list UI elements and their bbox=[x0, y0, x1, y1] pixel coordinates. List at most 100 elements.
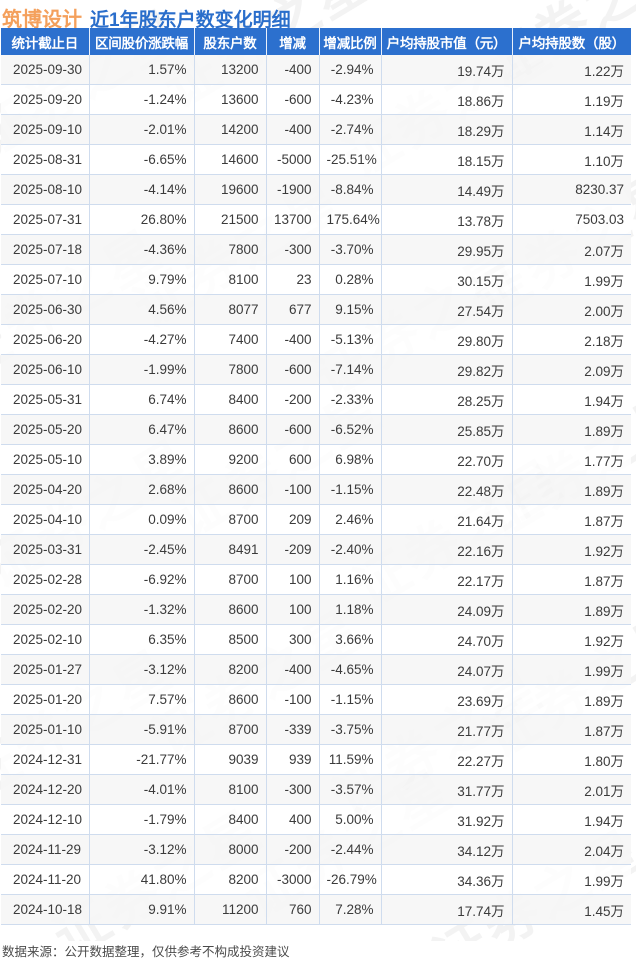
table-row: 2025-02-28 -6.92% 8700 100 1.16% 22.17万 1.87万 bbox=[1, 564, 631, 595]
table-row: 2025-06-10 -1.99% 7800 -600 -7.14% 29.82万 2.09… bbox=[1, 354, 631, 385]
table-header-row: 统计截止日 区间股价涨跌幅 股东户数 增减 增减比例 户均持股市值（元） 户均持… bbox=[1, 28, 631, 55]
cell-delta: -3000 bbox=[266, 864, 320, 895]
cell-date: 2025-02-10 bbox=[1, 624, 90, 655]
column-header-delta[interactable]: 增减 bbox=[266, 28, 320, 55]
cell-holders: 8600 bbox=[194, 594, 267, 625]
cell-price-change: -6.65% bbox=[89, 144, 195, 175]
cell-holders: 8100 bbox=[194, 774, 267, 805]
cell-avg-value: 22.27万 bbox=[381, 744, 513, 775]
cell-date: 2025-02-20 bbox=[1, 594, 90, 625]
cell-price-change: 9.79% bbox=[89, 264, 195, 295]
cell-avg-value: 27.54万 bbox=[381, 294, 513, 325]
column-header-avg-shares[interactable]: 户均持股数（股） bbox=[512, 28, 631, 55]
cell-delta-pct: 175.64% bbox=[319, 204, 382, 235]
table-row: 2025-07-10 9.79% 8100 23 0.28% 30.15万 1.99万 bbox=[1, 264, 631, 295]
cell-date: 2025-05-31 bbox=[1, 384, 90, 415]
table-row: 2025-02-20 -1.32% 8600 100 1.18% 24.09万 1.89万 bbox=[1, 594, 631, 625]
cell-delta: -300 bbox=[266, 774, 320, 805]
cell-delta: 400 bbox=[266, 804, 320, 835]
cell-delta-pct: -25.51% bbox=[319, 144, 382, 175]
cell-date: 2025-05-10 bbox=[1, 444, 90, 475]
cell-avg-value: 25.85万 bbox=[381, 414, 513, 445]
cell-avg-shares: 1.87万 bbox=[512, 714, 631, 745]
cell-delta: -209 bbox=[266, 534, 320, 565]
column-header-date[interactable]: 统计截止日 bbox=[1, 28, 90, 55]
cell-avg-value: 17.74万 bbox=[381, 894, 513, 925]
cell-delta: -1900 bbox=[266, 174, 320, 205]
cell-delta: -400 bbox=[266, 324, 320, 355]
cell-price-change: -4.14% bbox=[89, 174, 195, 205]
cell-avg-value: 31.77万 bbox=[381, 774, 513, 805]
cell-avg-shares: 2.01万 bbox=[512, 774, 631, 805]
cell-avg-shares: 2.18万 bbox=[512, 324, 631, 355]
cell-avg-shares: 1.14万 bbox=[512, 114, 631, 145]
cell-delta: -400 bbox=[266, 114, 320, 145]
cell-delta-pct: -1.15% bbox=[319, 684, 382, 715]
cell-date: 2025-01-20 bbox=[1, 684, 90, 715]
cell-delta-pct: -2.33% bbox=[319, 384, 382, 415]
cell-avg-value: 21.64万 bbox=[381, 504, 513, 535]
cell-price-change: 6.74% bbox=[89, 384, 195, 415]
cell-delta-pct: -2.44% bbox=[319, 834, 382, 865]
cell-delta: 23 bbox=[266, 264, 320, 295]
cell-delta-pct: -5.13% bbox=[319, 324, 382, 355]
column-header-holders[interactable]: 股东户数 bbox=[194, 28, 267, 55]
cell-holders: 9039 bbox=[194, 744, 267, 775]
cell-price-change: -21.77% bbox=[89, 744, 195, 775]
page-title: 筑博设计 近1年股东户数变化明细 bbox=[0, 0, 636, 31]
cell-date: 2025-09-30 bbox=[1, 55, 90, 85]
cell-holders: 14600 bbox=[194, 144, 267, 175]
cell-price-change: -3.12% bbox=[89, 654, 195, 685]
column-header-price-change[interactable]: 区间股价涨跌幅 bbox=[89, 28, 195, 55]
cell-holders: 19600 bbox=[194, 174, 267, 205]
cell-delta: -600 bbox=[266, 354, 320, 385]
table-row: 2024-11-29 -3.12% 8000 -200 -2.44% 34.12万 2.04… bbox=[1, 834, 631, 865]
report-title: 近1年股东户数变化明细 bbox=[90, 10, 291, 31]
cell-avg-shares: 1.89万 bbox=[512, 684, 631, 715]
table-row: 2024-10-18 9.91% 11200 760 7.28% 17.74万 1.45万 bbox=[1, 894, 631, 925]
cell-avg-shares: 1.99万 bbox=[512, 264, 631, 295]
cell-date: 2024-10-18 bbox=[1, 894, 90, 925]
cell-avg-shares: 8230.37 bbox=[512, 174, 631, 205]
table-row: 2025-03-31 -2.45% 8491 -209 -2.40% 22.16万 1.92… bbox=[1, 534, 631, 565]
cell-delta: -200 bbox=[266, 384, 320, 415]
cell-delta-pct: -3.57% bbox=[319, 774, 382, 805]
cell-avg-shares: 1.89万 bbox=[512, 594, 631, 625]
cell-delta: -400 bbox=[266, 55, 320, 85]
cell-holders: 13600 bbox=[194, 84, 267, 115]
table-row: 2025-05-20 6.47% 8600 -600 -6.52% 25.85万 1.89万 bbox=[1, 414, 631, 445]
cell-avg-value: 19.74万 bbox=[381, 55, 513, 85]
cell-price-change: 6.47% bbox=[89, 414, 195, 445]
cell-date: 2025-07-31 bbox=[1, 204, 90, 235]
cell-delta: 100 bbox=[266, 594, 320, 625]
cell-avg-shares: 1.99万 bbox=[512, 864, 631, 895]
cell-date: 2025-03-31 bbox=[1, 534, 90, 565]
cell-price-change: 6.35% bbox=[89, 624, 195, 655]
cell-date: 2024-12-10 bbox=[1, 804, 90, 835]
cell-avg-shares: 1.80万 bbox=[512, 744, 631, 775]
cell-date: 2025-06-30 bbox=[1, 294, 90, 325]
cell-holders: 8700 bbox=[194, 564, 267, 595]
cell-delta: 209 bbox=[266, 504, 320, 535]
cell-date: 2025-08-31 bbox=[1, 144, 90, 175]
cell-avg-shares: 1.22万 bbox=[512, 55, 631, 85]
cell-date: 2025-05-20 bbox=[1, 414, 90, 445]
cell-delta-pct: 1.16% bbox=[319, 564, 382, 595]
cell-holders: 7400 bbox=[194, 324, 267, 355]
data-source-note: 数据来源：公开数据整理，仅供参考不构成投资建议 bbox=[2, 945, 290, 959]
cell-avg-value: 34.12万 bbox=[381, 834, 513, 865]
table-row: 2025-02-10 6.35% 8500 300 3.66% 24.70万 1.92万 bbox=[1, 624, 631, 655]
cell-avg-shares: 1.10万 bbox=[512, 144, 631, 175]
table-row: 2025-09-30 1.57% 13200 -400 -2.94% 19.74万 1.22… bbox=[1, 55, 631, 85]
column-header-avg-value[interactable]: 户均持股市值（元） bbox=[381, 28, 513, 55]
cell-delta: 760 bbox=[266, 894, 320, 925]
cell-holders: 8200 bbox=[194, 654, 267, 685]
cell-avg-shares: 1.94万 bbox=[512, 804, 631, 835]
column-header-delta-pct[interactable]: 增减比例 bbox=[319, 28, 382, 55]
cell-delta: -100 bbox=[266, 684, 320, 715]
table-row: 2025-07-31 26.80% 21500 13700 175.64% 13.78万 7… bbox=[1, 204, 631, 235]
cell-avg-value: 18.29万 bbox=[381, 114, 513, 145]
cell-date: 2025-09-20 bbox=[1, 84, 90, 115]
cell-price-change: 1.57% bbox=[89, 55, 195, 85]
cell-avg-value: 34.36万 bbox=[381, 864, 513, 895]
